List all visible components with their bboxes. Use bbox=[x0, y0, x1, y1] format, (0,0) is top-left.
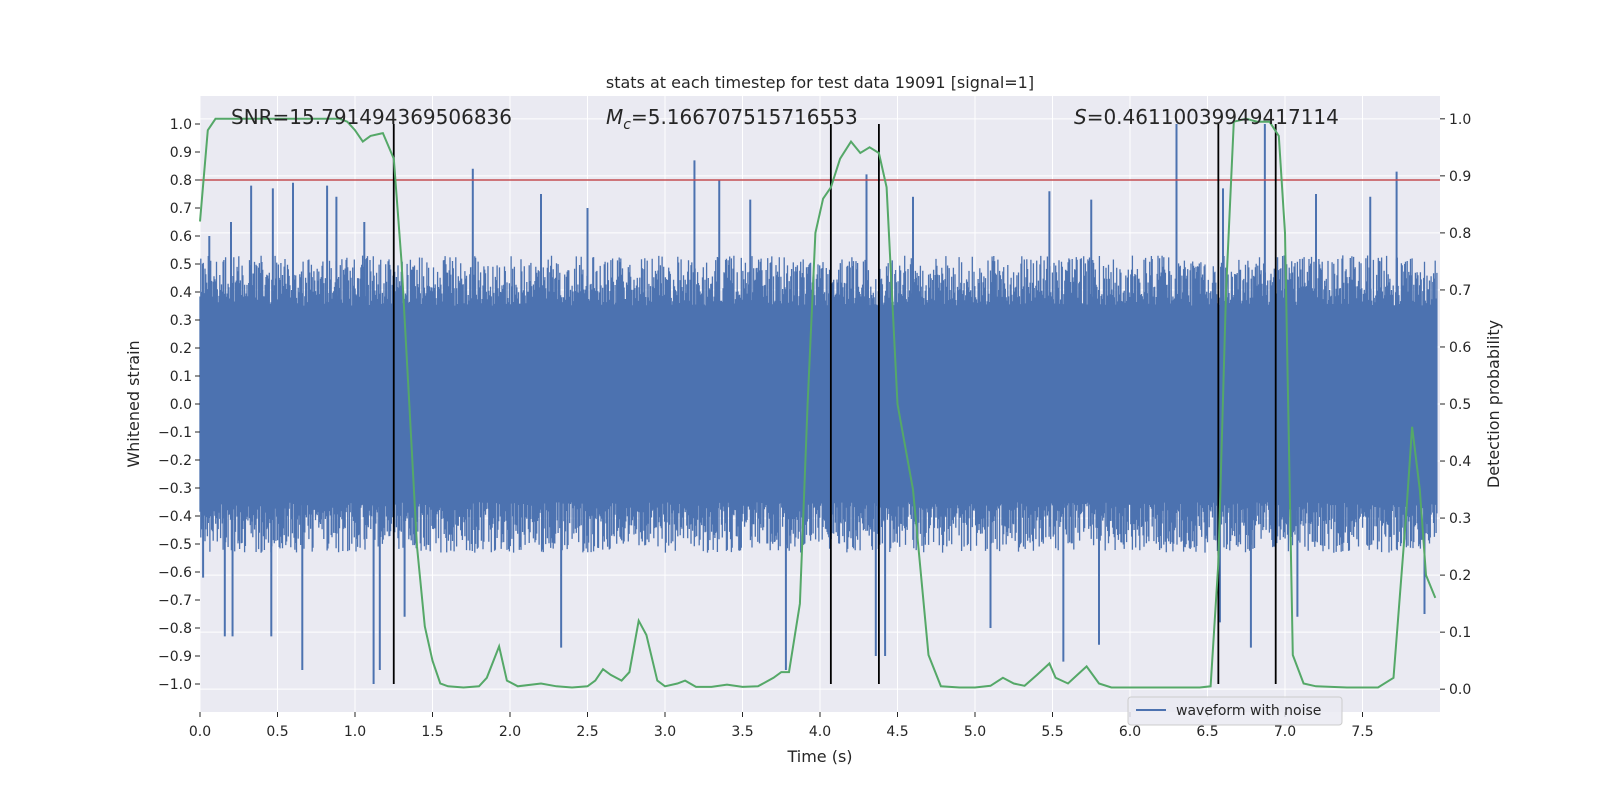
x-tick-label-5: 2.5 bbox=[576, 724, 598, 740]
y-right-tick-label-8: 0.2 bbox=[1449, 568, 1471, 584]
y-tick-label-11: −0.1 bbox=[158, 425, 192, 441]
y-tick-label-6: 0.4 bbox=[170, 285, 192, 301]
y-tick-label-13: −0.3 bbox=[158, 481, 192, 497]
x-tick-label-8: 4.0 bbox=[809, 724, 831, 740]
chirp-mass-annotation: Mc=5.166707515716553 bbox=[606, 105, 858, 133]
legend: waveform with noise bbox=[1127, 696, 1343, 726]
x-tick-label-12: 6.0 bbox=[1119, 724, 1141, 740]
y-right-axis-label: Detection probability bbox=[1484, 320, 1503, 488]
y-tick-label-12: −0.2 bbox=[158, 453, 192, 469]
x-tick-label-7: 3.5 bbox=[731, 724, 753, 740]
legend-box bbox=[1127, 696, 1343, 726]
x-tick-label-6: 3.0 bbox=[654, 724, 676, 740]
x-tick-label-14: 7.0 bbox=[1274, 724, 1296, 740]
y-tick-label-9: 0.1 bbox=[170, 369, 192, 385]
x-tick-label-13: 6.5 bbox=[1196, 724, 1218, 740]
y-tick-label-1: 0.9 bbox=[170, 145, 192, 161]
detection-probability-line bbox=[199, 117, 1437, 689]
y-tick-label-10: 0.0 bbox=[170, 397, 192, 413]
legend-label: waveform with noise bbox=[1176, 703, 1321, 719]
y-right-tick-label-9: 0.1 bbox=[1449, 625, 1471, 641]
y-axis-label: Whitened strain bbox=[124, 340, 143, 467]
y-right-tick-label-2: 0.8 bbox=[1449, 226, 1471, 242]
spin-symbol: S bbox=[1074, 105, 1087, 129]
x-tick-label-10: 5.0 bbox=[964, 724, 986, 740]
y-tick-label-16: −0.6 bbox=[158, 565, 192, 581]
x-tick-label-9: 4.5 bbox=[886, 724, 908, 740]
y-tick-label-0: 1.0 bbox=[170, 117, 192, 133]
chirp-mass-subscript: c bbox=[623, 117, 631, 133]
y-axis-ticks: 1.0 0.9 0.8 0.7 0.6 0.5 0.4 0.3 0.2 0.1 0.0 −0.1 −0.… bbox=[158, 117, 200, 693]
y-right-tick-label-4: 0.6 bbox=[1449, 340, 1471, 356]
x-tick-label-15: 7.5 bbox=[1351, 724, 1373, 740]
chirp-mass-value: =5.166707515716553 bbox=[631, 105, 858, 129]
y-tick-label-19: −0.9 bbox=[158, 649, 192, 665]
y-right-tick-label-7: 0.3 bbox=[1449, 511, 1471, 527]
y-tick-label-20: −1.0 bbox=[158, 677, 192, 693]
y-tick-label-18: −0.8 bbox=[158, 621, 192, 637]
vertical-markers bbox=[392, 124, 1277, 684]
y-tick-label-7: 0.3 bbox=[170, 313, 192, 329]
y-tick-label-15: −0.5 bbox=[158, 537, 192, 553]
x-tick-label-4: 2.0 bbox=[499, 724, 521, 740]
chart-title: stats at each timestep for test data 190… bbox=[606, 73, 1034, 92]
y-tick-label-3: 0.7 bbox=[170, 201, 192, 217]
x-tick-label-0: 0.0 bbox=[189, 724, 211, 740]
chirp-mass-symbol: M bbox=[606, 105, 623, 129]
y-right-tick-label-1: 0.9 bbox=[1449, 169, 1471, 185]
spin-annotation: S=0.46110039949417114 bbox=[1074, 105, 1339, 129]
y-right-axis-ticks: 1.0 0.9 0.8 0.7 0.6 0.5 0.4 0.3 0.2 0.1 0.0 bbox=[1440, 112, 1471, 698]
x-tick-label-11: 5.5 bbox=[1041, 724, 1063, 740]
x-tick-label-3: 1.5 bbox=[421, 724, 443, 740]
y-right-tick-label-5: 0.5 bbox=[1449, 397, 1471, 413]
snr-annotation: SNR=15.791494369506836 bbox=[231, 105, 512, 129]
y-tick-label-17: −0.7 bbox=[158, 593, 192, 609]
y-tick-label-14: −0.4 bbox=[158, 509, 192, 525]
x-axis-ticks: 0.0 0.5 1.0 1.5 2.0 2.5 3.0 3.5 4.0 4.5 5.0 5.5 6.0 6… bbox=[189, 712, 1374, 740]
y-tick-label-8: 0.2 bbox=[170, 341, 192, 357]
spin-value: =0.46110039949417114 bbox=[1087, 105, 1339, 129]
y-right-tick-label-0: 1.0 bbox=[1449, 112, 1471, 128]
y-tick-label-4: 0.6 bbox=[170, 229, 192, 245]
x-tick-label-1: 0.5 bbox=[266, 724, 288, 740]
y-right-tick-label-3: 0.7 bbox=[1449, 283, 1471, 299]
x-axis-label: Time (s) bbox=[786, 747, 852, 766]
y-right-tick-label-10: 0.0 bbox=[1449, 682, 1471, 698]
y-tick-label-5: 0.5 bbox=[170, 257, 192, 273]
x-tick-label-2: 1.0 bbox=[344, 724, 366, 740]
y-right-tick-label-6: 0.4 bbox=[1449, 454, 1471, 470]
y-tick-label-2: 0.8 bbox=[170, 173, 192, 189]
